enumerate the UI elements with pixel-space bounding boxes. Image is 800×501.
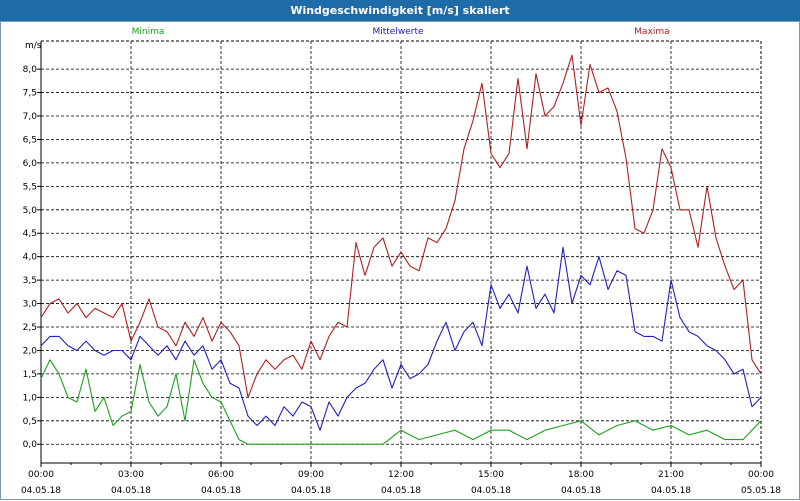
legend-entry-mittelwerte: Mittelwerte (372, 27, 423, 37)
series-line-maxima (40, 54, 762, 398)
x-tick-date: 04.05.18 (111, 486, 151, 496)
y-tick-label: 3,0 (23, 300, 38, 310)
line-chart: 0,0 0,5 1,0 1,5 2,0 2,5 3,0 3,5 4,0 4,5 5,0 5,5 6,0 6… (21, 27, 781, 496)
x-tick-date: 04.05.18 (381, 486, 421, 496)
x-tick-date: 04.05.18 (651, 486, 691, 496)
chart-title: Windgeschwindigkeit [m/s] skaliert (0, 0, 800, 21)
legend-entry-maxima: Maxima (634, 27, 669, 37)
legend-entry-minima: Minima (132, 27, 165, 37)
y-tick-label: 5,5 (23, 182, 37, 192)
y-tick-label: 2,5 (23, 323, 37, 333)
y-tick-label: 1,0 (23, 393, 38, 403)
chart-panel: 0,0 0,5 1,0 1,5 2,0 2,5 3,0 3,5 4,0 4,5 5,0 5,5 6,0 6… (0, 21, 800, 500)
x-tick-time: 00:00 (28, 470, 54, 480)
x-tick-date: 04.05.18 (21, 486, 61, 496)
x-tick-date: 04.05.18 (471, 486, 511, 496)
x-tick-time: 21:00 (658, 470, 684, 480)
x-tick-time: 03:00 (118, 470, 144, 480)
y-tick-label: 8,0 (23, 65, 38, 75)
y-tick-label: 1,5 (23, 370, 37, 380)
x-tick-time: 06:00 (208, 470, 234, 480)
x-tick-date: 04.05.18 (201, 486, 241, 496)
x-tick-date: 04.05.18 (561, 486, 601, 496)
y-tick-label: 7,5 (23, 89, 37, 99)
y-tick-label: 2,0 (23, 346, 38, 356)
y-tick-label: 4,5 (23, 229, 37, 239)
x-tick-time: 18:00 (568, 470, 594, 480)
y-axis-label: m/s (25, 41, 42, 51)
x-tick-date: 05.05.18 (741, 486, 781, 496)
series-line-minima (40, 359, 762, 445)
y-tick-label: 6,0 (23, 159, 38, 169)
x-tick-date: 04.05.18 (291, 486, 331, 496)
x-tick-time: 09:00 (298, 470, 324, 480)
y-tick-label: 4,0 (23, 253, 38, 263)
x-tick-time: 00:00 (748, 470, 774, 480)
y-tick-label: 0,5 (23, 417, 37, 427)
x-tick-time: 15:00 (478, 470, 504, 480)
y-tick-label: 7,0 (23, 112, 38, 122)
y-tick-label: 3,5 (23, 276, 37, 286)
y-tick-label: 0,0 (23, 440, 38, 450)
x-tick-time: 12:00 (388, 470, 414, 480)
y-tick-label: 6,5 (23, 135, 37, 145)
y-tick-label: 5,0 (23, 206, 38, 216)
series-line-mittelwerte (40, 246, 762, 431)
